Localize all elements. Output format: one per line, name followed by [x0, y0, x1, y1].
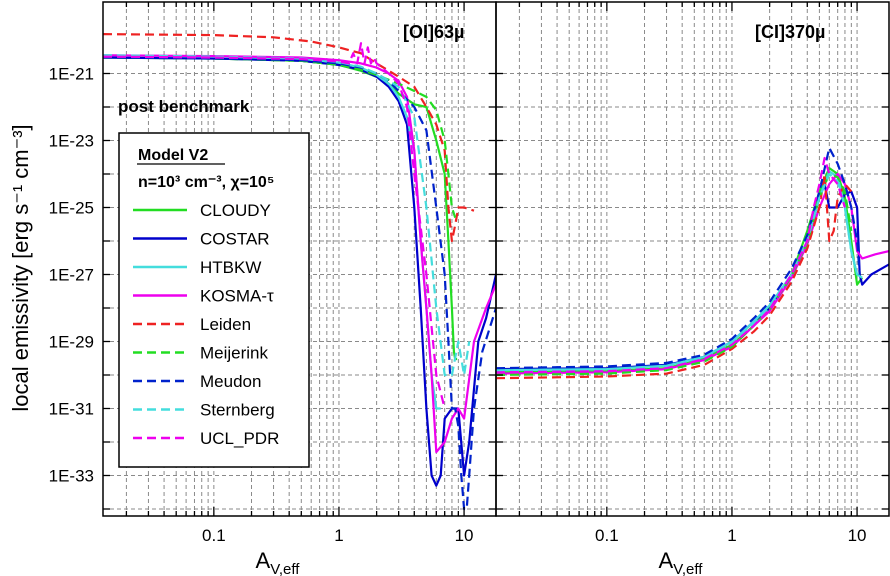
- series-line-ucl-pdr: [103, 42, 446, 409]
- y-tick-label: 1E-29: [49, 333, 94, 352]
- x-tick-label: 1: [334, 526, 343, 545]
- legend-subtitle: n=10³ cm⁻³, χ=10⁵: [138, 174, 274, 191]
- legend-label: Meudon: [200, 372, 261, 391]
- panel-label: [OI]63µ: [403, 22, 464, 42]
- series-line-leiden: [103, 33, 475, 243]
- legend-label: Leiden: [200, 315, 251, 334]
- series-line-meudon: [103, 56, 496, 511]
- grid-lines: [496, 2, 889, 516]
- x-tick-label: 10: [848, 526, 867, 545]
- x-tick-label: 0.1: [595, 526, 619, 545]
- series-group: [103, 33, 496, 511]
- x-tick-label: 10: [455, 526, 474, 545]
- series-line-leiden: [496, 172, 853, 380]
- series-line-kosma-: [496, 172, 889, 375]
- series-line-costar: [103, 56, 496, 487]
- series-line-sternberg: [496, 172, 859, 373]
- x-tick-label: 1: [727, 526, 736, 545]
- panel-label: [CI]370µ: [755, 22, 825, 42]
- legend-label: UCL_PDR: [200, 429, 279, 448]
- series-group: [496, 146, 889, 380]
- y-tick-label: 1E-25: [49, 199, 94, 218]
- series-line-kosma-: [103, 54, 496, 454]
- series-line-meudon: [496, 146, 861, 370]
- x-axis-title: AV,eff: [659, 548, 704, 576]
- legend-label: CLOUDY: [200, 201, 271, 220]
- x-tick-label: 0.1: [202, 526, 226, 545]
- y-tick-label: 1E-23: [49, 132, 94, 151]
- y-tick-label: 1E-21: [49, 65, 94, 84]
- legend-label: Meijerink: [200, 344, 269, 363]
- legend-box: [118, 132, 310, 468]
- series-line-ucl-pdr: [496, 156, 846, 374]
- legend-title: Model V2: [138, 147, 208, 164]
- y-tick-label: 1E-33: [49, 467, 94, 486]
- legend-label: COSTAR: [200, 230, 270, 249]
- x-axis-title: AV,eff: [256, 548, 301, 576]
- legend-label: Sternberg: [200, 401, 275, 420]
- legend-label: KOSMA-τ: [200, 287, 274, 306]
- y-tick-label: 1E-27: [49, 266, 94, 285]
- y-tick-label: 1E-31: [49, 400, 94, 419]
- y-axis-title: local emissivity [erg s⁻¹ cm⁻³]: [8, 124, 33, 411]
- annotation-text: post benchmark: [118, 97, 250, 116]
- y-axis-title-text: local emissivity [erg s⁻¹ cm⁻³]: [8, 124, 33, 411]
- legend-label: HTBKW: [200, 258, 261, 277]
- panel-ci370: 0.1 1 10 AV,eff [CI]370µ: [495, 1, 890, 576]
- legend: Model V2 n=10³ cm⁻³, χ=10⁵ CLOUDY COSTAR HTB…: [118, 132, 310, 468]
- plot-frame: [495, 1, 890, 517]
